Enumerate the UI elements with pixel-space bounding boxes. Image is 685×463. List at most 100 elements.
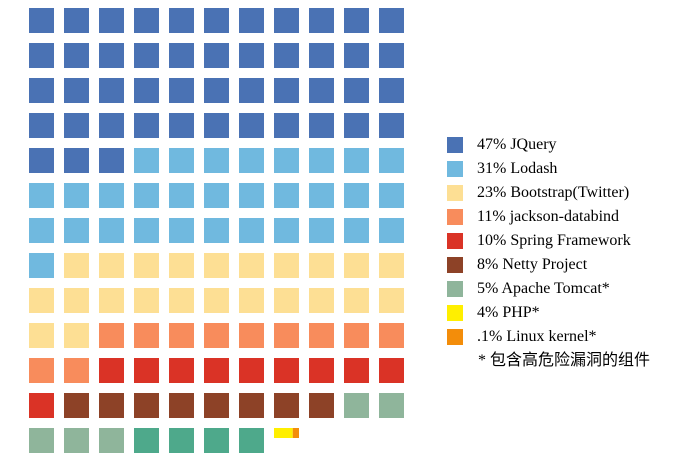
waffle-cell bbox=[29, 393, 54, 418]
waffle-cell bbox=[99, 43, 124, 68]
waffle-cell bbox=[274, 288, 299, 313]
waffle-cell bbox=[274, 183, 299, 208]
legend-label: 31% Lodash bbox=[477, 160, 558, 177]
waffle-cell bbox=[344, 78, 369, 103]
waffle-cell bbox=[99, 148, 124, 173]
waffle-cell bbox=[169, 218, 194, 243]
waffle-cell bbox=[239, 113, 264, 138]
waffle-cell bbox=[239, 323, 264, 348]
waffle-cell bbox=[29, 113, 54, 138]
waffle-cell bbox=[239, 393, 264, 418]
waffle-cell bbox=[239, 43, 264, 68]
waffle-cell bbox=[344, 323, 369, 348]
legend-label: 11% jackson-databind bbox=[477, 208, 620, 225]
waffle-cell bbox=[29, 288, 54, 313]
waffle-cell bbox=[239, 428, 264, 453]
legend-footnote: * 包含高危险漏洞的组件 bbox=[478, 352, 651, 369]
waffle-cell bbox=[274, 8, 299, 33]
waffle-cell bbox=[274, 358, 299, 383]
waffle-cell bbox=[239, 218, 264, 243]
waffle-cell bbox=[309, 43, 334, 68]
waffle-cell bbox=[239, 253, 264, 278]
waffle-cell bbox=[29, 358, 54, 383]
waffle-cell bbox=[134, 358, 159, 383]
waffle-cell bbox=[134, 428, 159, 453]
waffle-cell bbox=[99, 8, 124, 33]
waffle-cell bbox=[169, 148, 194, 173]
waffle-cell bbox=[169, 393, 194, 418]
waffle-cell bbox=[64, 43, 89, 68]
waffle-cell bbox=[204, 8, 229, 33]
waffle-cell bbox=[379, 8, 404, 33]
waffle-cell bbox=[29, 253, 54, 278]
waffle-cell bbox=[169, 183, 194, 208]
waffle-cell bbox=[239, 358, 264, 383]
legend-label: .1% Linux kernel* bbox=[477, 328, 597, 345]
waffle-cell bbox=[29, 8, 54, 33]
waffle-cell bbox=[29, 428, 54, 453]
waffle-cell bbox=[99, 253, 124, 278]
waffle-cell bbox=[239, 288, 264, 313]
waffle-cell bbox=[204, 113, 229, 138]
waffle-cell bbox=[309, 113, 334, 138]
legend-swatch bbox=[447, 209, 463, 225]
waffle-cell bbox=[344, 253, 369, 278]
legend-swatch bbox=[447, 137, 463, 153]
waffle-cell bbox=[344, 358, 369, 383]
waffle-cell bbox=[309, 8, 334, 33]
waffle-cell bbox=[204, 323, 229, 348]
waffle-cell bbox=[274, 43, 299, 68]
waffle-cell bbox=[169, 288, 194, 313]
waffle-cell bbox=[169, 358, 194, 383]
waffle-chart bbox=[29, 8, 404, 453]
waffle-cell bbox=[309, 253, 334, 278]
waffle-cell bbox=[169, 78, 194, 103]
waffle-cell bbox=[344, 183, 369, 208]
waffle-cell bbox=[204, 218, 229, 243]
waffle-cell bbox=[64, 358, 89, 383]
waffle-cell bbox=[274, 253, 299, 278]
waffle-cell bbox=[379, 78, 404, 103]
waffle-cell bbox=[29, 323, 54, 348]
waffle-cell bbox=[204, 428, 229, 453]
waffle-cell bbox=[274, 393, 299, 418]
waffle-cell bbox=[379, 288, 404, 313]
waffle-cell bbox=[29, 183, 54, 208]
legend-swatch bbox=[447, 233, 463, 249]
waffle-cell bbox=[134, 183, 159, 208]
waffle-cell bbox=[29, 148, 54, 173]
waffle-cell bbox=[309, 148, 334, 173]
waffle-cell bbox=[204, 183, 229, 208]
waffle-cell bbox=[344, 148, 369, 173]
waffle-cell bbox=[64, 183, 89, 208]
waffle-cell bbox=[344, 218, 369, 243]
waffle-cell bbox=[309, 218, 334, 243]
waffle-cell bbox=[29, 43, 54, 68]
waffle-cell bbox=[344, 113, 369, 138]
waffle-cell bbox=[134, 113, 159, 138]
waffle-cell bbox=[64, 393, 89, 418]
waffle-cell bbox=[64, 253, 89, 278]
waffle-cell bbox=[344, 8, 369, 33]
waffle-cell bbox=[169, 323, 194, 348]
legend-label: 8% Netty Project bbox=[477, 256, 588, 273]
waffle-cell bbox=[134, 78, 159, 103]
waffle-cell bbox=[379, 218, 404, 243]
waffle-cell bbox=[239, 8, 264, 33]
legend-label: 10% Spring Framework bbox=[477, 232, 631, 249]
waffle-cell bbox=[169, 428, 194, 453]
waffle-cell bbox=[309, 358, 334, 383]
waffle-cell bbox=[29, 78, 54, 103]
waffle-cell bbox=[99, 323, 124, 348]
waffle-cell bbox=[64, 428, 89, 453]
waffle-cell bbox=[274, 113, 299, 138]
waffle-cell bbox=[204, 358, 229, 383]
waffle-cell bbox=[134, 218, 159, 243]
legend-swatch bbox=[447, 185, 463, 201]
waffle-cell bbox=[134, 8, 159, 33]
waffle-cell bbox=[169, 113, 194, 138]
waffle-cell bbox=[344, 288, 369, 313]
waffle-cell bbox=[64, 148, 89, 173]
waffle-cell bbox=[204, 148, 229, 173]
